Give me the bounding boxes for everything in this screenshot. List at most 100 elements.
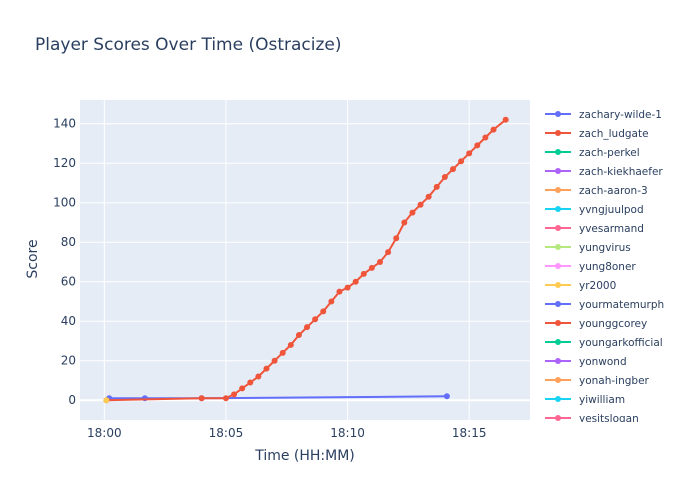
legend-label: zach_ludgate	[579, 128, 649, 140]
data-point	[320, 308, 327, 315]
data-point	[417, 201, 424, 208]
data-point	[344, 284, 351, 291]
x-tick-label: 18:15	[452, 426, 487, 440]
legend-label: zachary-wilde-1	[579, 109, 662, 121]
legend-swatch-marker	[555, 111, 561, 117]
plot-background	[80, 100, 530, 420]
data-point	[231, 391, 238, 398]
series-younggcorey	[103, 116, 509, 404]
x-tick-label: 18:05	[209, 426, 244, 440]
data-point	[409, 209, 416, 216]
legend-label: zach-aaron-3	[579, 185, 648, 197]
legend-item: yiwilliam	[545, 394, 625, 406]
x-axis-title: Time (HH:MM)	[254, 448, 355, 464]
legend-swatch-marker	[555, 396, 561, 402]
data-point	[239, 385, 246, 392]
legend-swatch-marker	[555, 358, 561, 364]
legend-item: yourmatemurph	[545, 299, 664, 311]
y-tick-label: 80	[61, 235, 76, 249]
legend-item: yvesarmand	[545, 223, 644, 235]
legend-swatch-marker	[555, 187, 561, 193]
y-tick-label: 60	[61, 275, 76, 289]
legend-swatch-marker	[555, 282, 561, 288]
legend-swatch-marker	[555, 225, 561, 231]
data-point	[482, 134, 489, 141]
legend-label: zach-perkel	[579, 147, 640, 159]
legend-swatch-marker	[555, 415, 561, 421]
data-point	[304, 324, 311, 331]
x-tick-label: 18:00	[87, 426, 122, 440]
chart-title: Player Scores Over Time (Ostracize)	[35, 35, 342, 55]
y-tick-label: 40	[61, 314, 76, 328]
data-point	[458, 158, 465, 165]
data-point	[263, 365, 270, 372]
legend-item: zach_ludgate	[545, 128, 649, 140]
data-point	[222, 395, 229, 402]
data-point	[490, 126, 497, 133]
legend-item: yvngjuulpod	[545, 204, 644, 216]
legend-swatch-marker	[555, 149, 561, 155]
legend-swatch-marker	[555, 168, 561, 174]
data-point	[336, 288, 343, 295]
legend-label: yonwond	[579, 356, 627, 368]
data-point	[360, 270, 367, 277]
legend-label: yr2000	[579, 280, 616, 292]
data-point	[312, 316, 319, 323]
data-point	[466, 150, 473, 157]
series-yr2000	[103, 397, 110, 404]
y-tick-label: 140	[53, 117, 76, 131]
legend-swatch-marker	[555, 339, 561, 345]
legend-item: younggcorey	[545, 318, 647, 330]
y-axis-title: Score	[25, 239, 41, 278]
data-point	[425, 193, 432, 200]
legend-swatch-marker	[555, 301, 561, 307]
legend-item: yung8oner	[545, 261, 636, 273]
data-point	[502, 116, 509, 123]
data-point	[443, 393, 450, 400]
data-point	[247, 379, 254, 386]
data-point	[385, 249, 392, 256]
data-point	[198, 395, 205, 402]
data-point	[474, 142, 481, 149]
legend: zachary-wilde-1 zach_ludgate zach-perkel za…	[545, 109, 664, 422]
data-point	[352, 278, 359, 285]
legend-swatch-marker	[555, 320, 561, 326]
legend-label: youngarkofficial	[579, 337, 663, 349]
legend-item: yr2000	[545, 280, 616, 292]
data-point	[401, 219, 408, 226]
data-point	[377, 258, 383, 265]
legend-item: yonwond	[545, 356, 627, 368]
data-point	[255, 373, 262, 380]
legend-label: younggcorey	[579, 318, 647, 330]
y-tick-label: 0	[68, 393, 76, 407]
data-point	[328, 298, 335, 305]
y-tick-label: 100	[53, 196, 76, 210]
data-point	[295, 332, 302, 339]
legend-swatch-marker	[555, 263, 561, 269]
legend-item: yonah-ingber	[545, 375, 650, 387]
legend-item: zach-perkel	[545, 147, 640, 159]
legend-label: yonah-ingber	[579, 375, 650, 387]
data-point	[279, 349, 286, 356]
data-point	[433, 183, 440, 190]
legend-label: yungvirus	[579, 242, 631, 254]
data-point	[271, 357, 278, 364]
y-tick-label: 20	[61, 354, 76, 368]
legend-item: zach-kiekhaefer	[545, 166, 663, 178]
legend-item: yesitslogan	[545, 413, 639, 422]
x-tick-label: 18:10	[330, 426, 365, 440]
data-point	[368, 264, 375, 271]
legend-label: zach-kiekhaefer	[579, 166, 663, 178]
legend-label: yvngjuulpod	[579, 204, 644, 216]
data-point	[287, 341, 294, 348]
y-tick-label: 120	[53, 156, 76, 170]
legend-item: zach-aaron-3	[545, 185, 648, 197]
legend-label: yvesarmand	[579, 223, 644, 235]
legend-swatch-marker	[555, 206, 561, 212]
data-point	[393, 235, 400, 242]
data-point	[449, 166, 456, 173]
plot-area: 0 20 40 60 80 100 120 140 18:00 18:05 18:10 18:15	[53, 100, 530, 440]
legend-label: yiwilliam	[579, 394, 625, 406]
legend-item: zachary-wilde-1	[545, 109, 662, 121]
